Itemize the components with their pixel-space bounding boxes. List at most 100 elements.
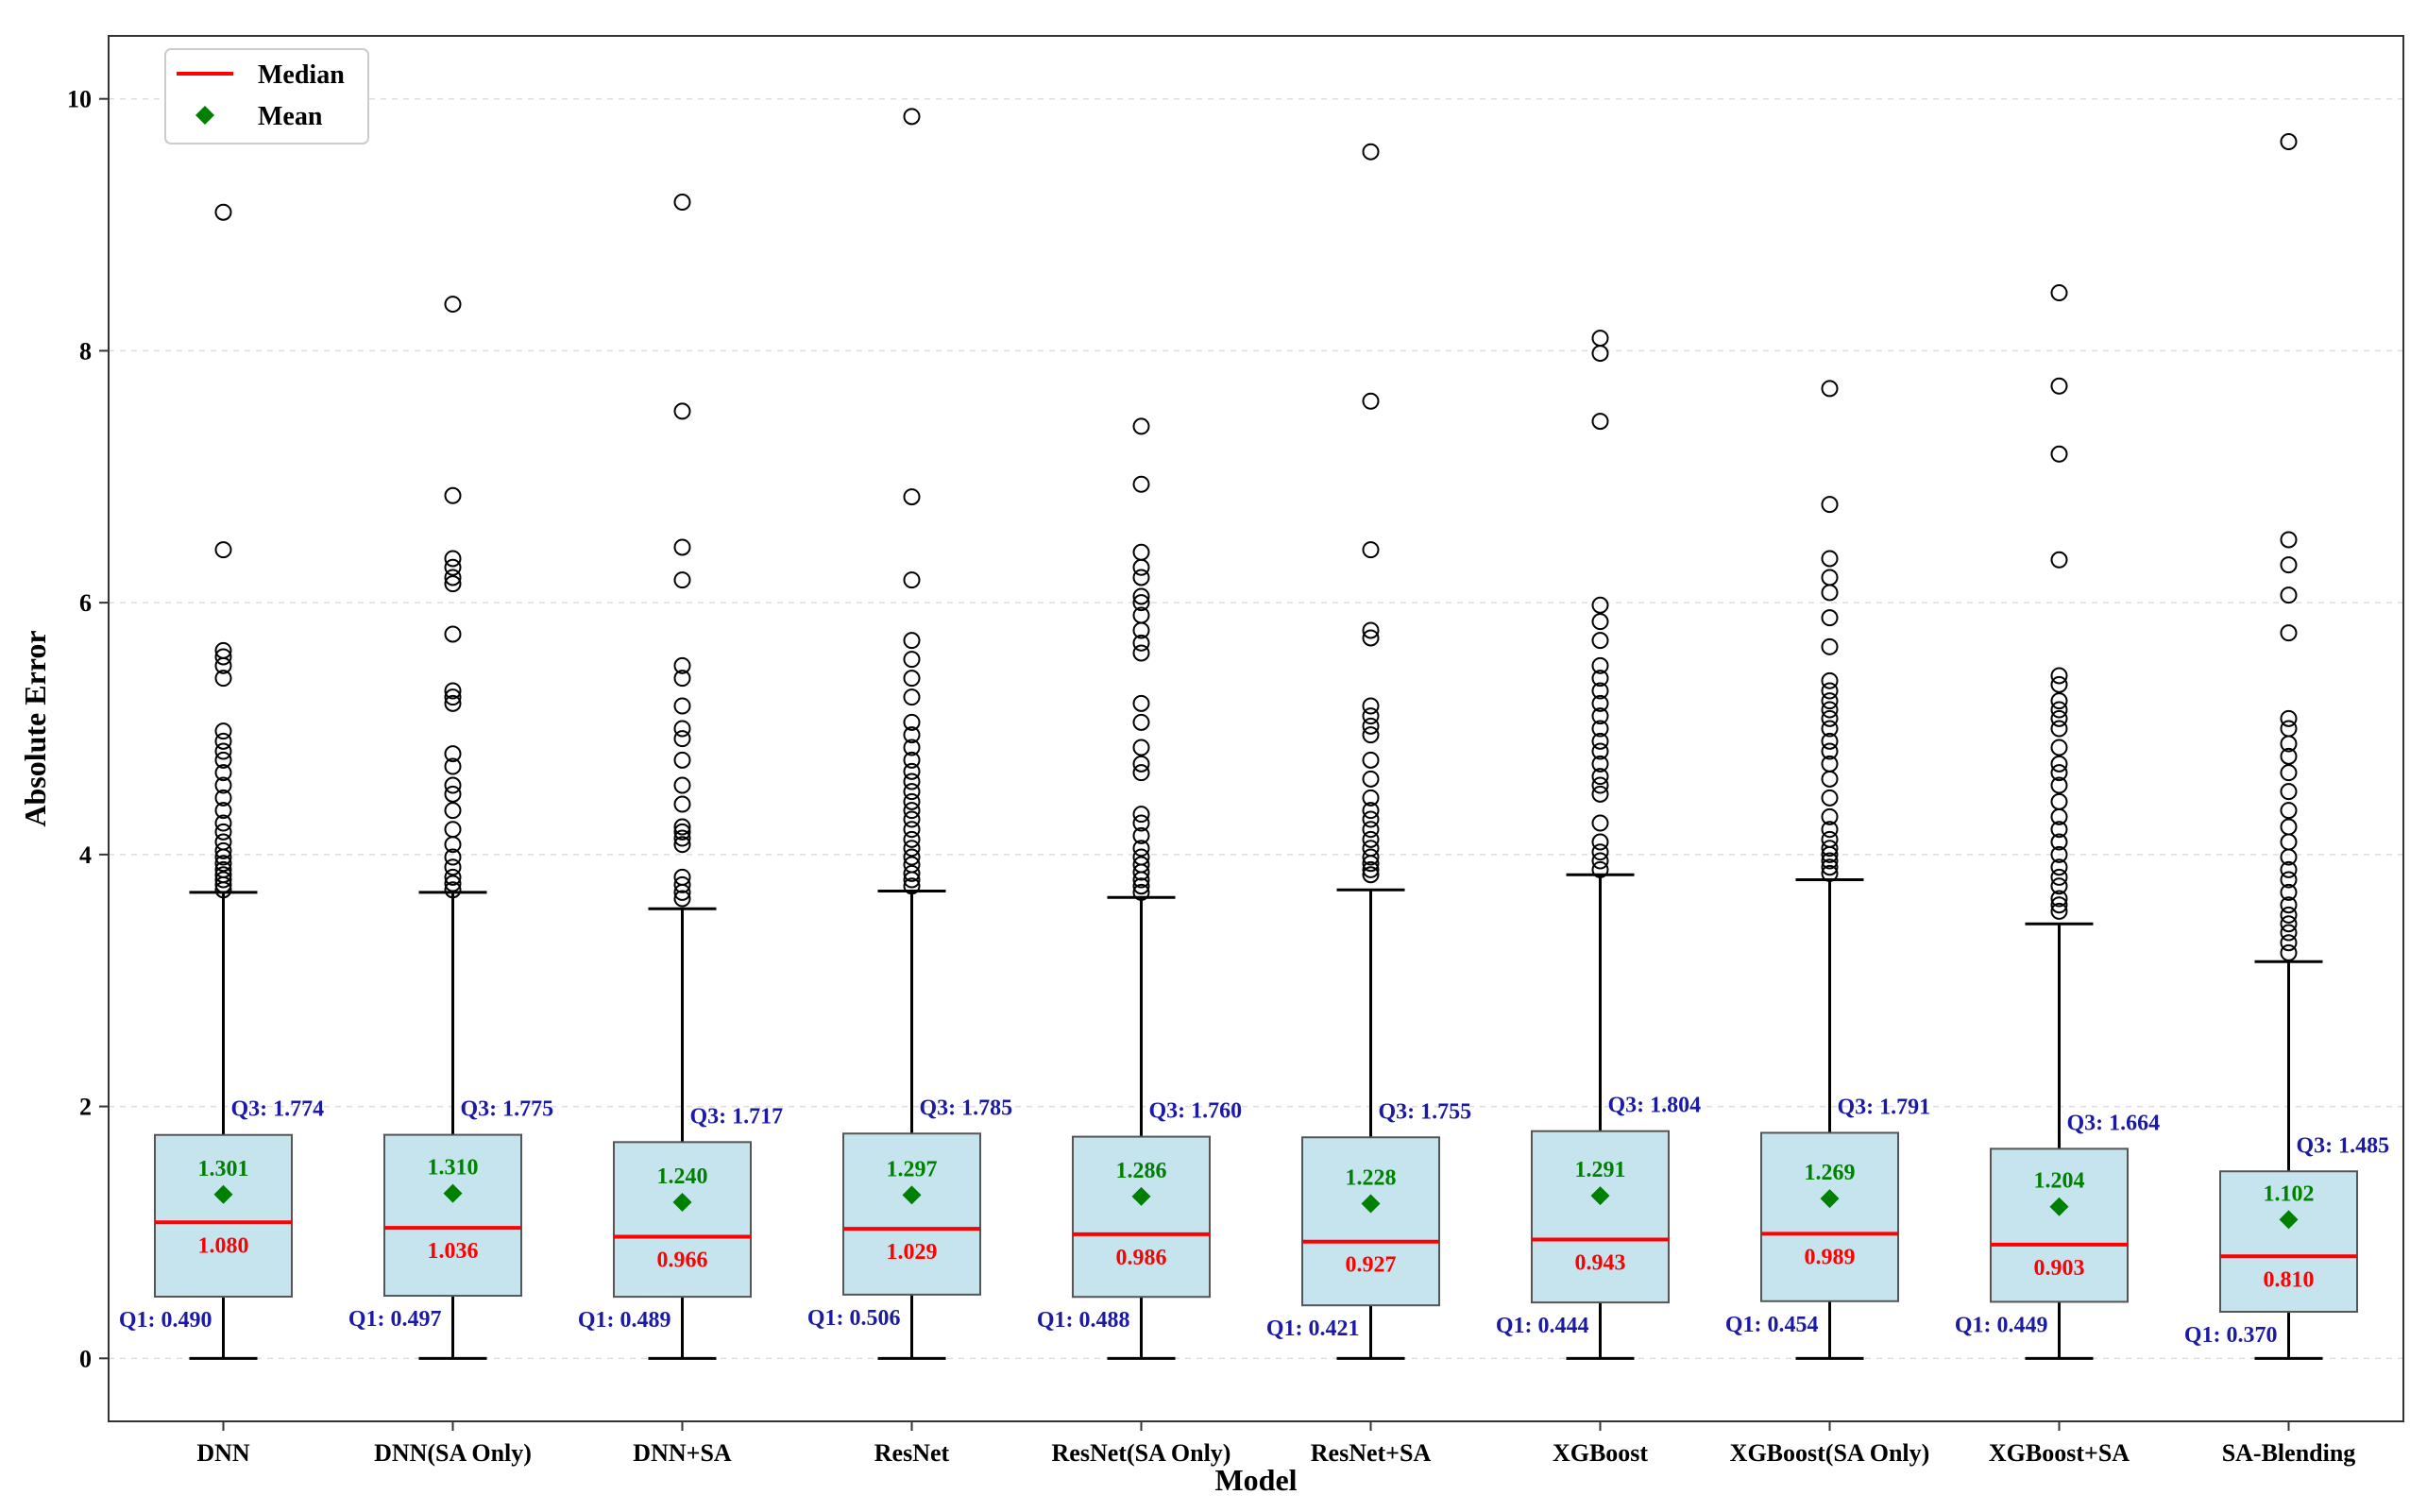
outlier-point bbox=[1132, 587, 1150, 605]
q3-label: Q3: 1.664 bbox=[2067, 1111, 2161, 1135]
outlier-point bbox=[444, 682, 462, 700]
outlier-point bbox=[2050, 692, 2068, 710]
outlier-point bbox=[1591, 860, 1609, 878]
outlier-point bbox=[1821, 637, 1839, 655]
median-label: 0.903 bbox=[2034, 1256, 2085, 1281]
outlier-point bbox=[2050, 877, 2068, 895]
outlier-point bbox=[673, 818, 691, 836]
outlier-point bbox=[2050, 868, 2068, 886]
outlier-point bbox=[2280, 915, 2298, 933]
outlier-point bbox=[903, 762, 921, 780]
outlier-point bbox=[214, 764, 232, 782]
box-group bbox=[154, 203, 293, 1360]
outlier-point bbox=[673, 875, 691, 893]
outlier-point bbox=[1362, 789, 1380, 807]
outlier-point bbox=[1132, 755, 1150, 773]
outlier-point bbox=[673, 868, 691, 886]
outlier-point bbox=[1362, 810, 1380, 828]
outlier-point bbox=[2280, 802, 2298, 820]
box-group bbox=[1990, 284, 2129, 1360]
outlier-point bbox=[1132, 856, 1150, 874]
q3-label: Q3: 1.774 bbox=[231, 1097, 325, 1122]
outlier-point bbox=[214, 833, 232, 851]
outlier-point bbox=[214, 541, 232, 559]
outlier-point bbox=[444, 625, 462, 643]
q1-label: Q1: 0.444 bbox=[1496, 1314, 1589, 1338]
outlier-point bbox=[2050, 764, 2068, 782]
outlier-point bbox=[444, 802, 462, 820]
mean-marker bbox=[443, 1183, 463, 1203]
box-group bbox=[1760, 380, 1899, 1360]
outlier-point bbox=[2280, 906, 2298, 924]
outlier-point bbox=[214, 823, 232, 841]
outlier-point bbox=[903, 751, 921, 769]
outlier-point bbox=[1132, 543, 1150, 561]
outlier-point bbox=[903, 821, 921, 839]
outlier-point bbox=[1821, 692, 1839, 710]
outlier-point bbox=[444, 821, 462, 839]
outlier-point bbox=[2050, 902, 2068, 920]
outlier-point bbox=[214, 732, 232, 750]
outlier-point bbox=[673, 670, 691, 688]
q1-label: Q1: 0.488 bbox=[1037, 1308, 1130, 1333]
mean-label: 1.301 bbox=[198, 1157, 249, 1181]
grid-lines bbox=[109, 97, 2403, 1360]
mean-label: 1.240 bbox=[657, 1164, 708, 1189]
outlier-point bbox=[2280, 764, 2298, 782]
outlier-point bbox=[444, 745, 462, 763]
outlier-point bbox=[1821, 380, 1839, 398]
mean-label: 1.269 bbox=[1805, 1161, 1856, 1185]
outlier-point bbox=[1362, 392, 1380, 410]
y-tick-label: 6 bbox=[79, 589, 92, 617]
q3-label: Q3: 1.717 bbox=[690, 1104, 784, 1129]
outlier-point bbox=[1362, 707, 1380, 725]
outlier-point bbox=[444, 757, 462, 775]
outlier-point bbox=[1132, 634, 1150, 652]
iqr-box bbox=[2219, 1170, 2358, 1313]
outlier-point bbox=[214, 860, 232, 878]
outlier-point bbox=[444, 550, 462, 568]
outlier-point bbox=[903, 651, 921, 669]
box-group bbox=[1531, 330, 1670, 1360]
outlier-point bbox=[903, 713, 921, 731]
outlier-point bbox=[1362, 143, 1380, 161]
q3-label: Q3: 1.755 bbox=[1379, 1099, 1472, 1124]
q3-label: Q3: 1.785 bbox=[920, 1096, 1013, 1120]
box-group bbox=[2219, 133, 2358, 1360]
outlier-point bbox=[1591, 852, 1609, 870]
legend-mean-swatch bbox=[195, 106, 214, 125]
x-tick-label: DNN+SA bbox=[633, 1439, 732, 1467]
outlier-point bbox=[444, 868, 462, 886]
outlier-point bbox=[2280, 624, 2298, 642]
mean-label: 1.204 bbox=[2034, 1169, 2085, 1194]
iqr-box bbox=[1301, 1136, 1440, 1307]
outlier-point bbox=[214, 641, 232, 659]
outlier-point bbox=[1821, 720, 1839, 738]
outlier-point bbox=[1591, 330, 1609, 348]
outlier-point bbox=[1591, 755, 1609, 773]
outlier-point bbox=[903, 488, 921, 506]
outlier-point bbox=[2050, 377, 2068, 395]
outlier-point bbox=[444, 875, 462, 892]
outlier-point bbox=[444, 785, 462, 803]
mean-label: 1.297 bbox=[887, 1157, 938, 1181]
outlier-point bbox=[1362, 541, 1380, 559]
outlier-point bbox=[903, 571, 921, 589]
q1-label: Q1: 0.489 bbox=[578, 1308, 671, 1333]
outlier-point bbox=[1132, 764, 1150, 782]
box-group bbox=[1301, 143, 1440, 1360]
outlier-point bbox=[1591, 814, 1609, 832]
outlier-point bbox=[1821, 701, 1839, 719]
outlier-point bbox=[1132, 826, 1150, 844]
iqr-box bbox=[1531, 1130, 1670, 1304]
outlier-point bbox=[2280, 556, 2298, 574]
outlier-point bbox=[1821, 609, 1839, 627]
outlier-point bbox=[1132, 877, 1150, 895]
outlier-point bbox=[444, 848, 462, 866]
outlier-point bbox=[2280, 747, 2298, 765]
outlier-point bbox=[1821, 550, 1839, 568]
outlier-point bbox=[444, 486, 462, 504]
x-tick-label: SA-Blending bbox=[2222, 1439, 2356, 1467]
outlier-point bbox=[2280, 883, 2298, 901]
outlier-point bbox=[444, 296, 462, 314]
